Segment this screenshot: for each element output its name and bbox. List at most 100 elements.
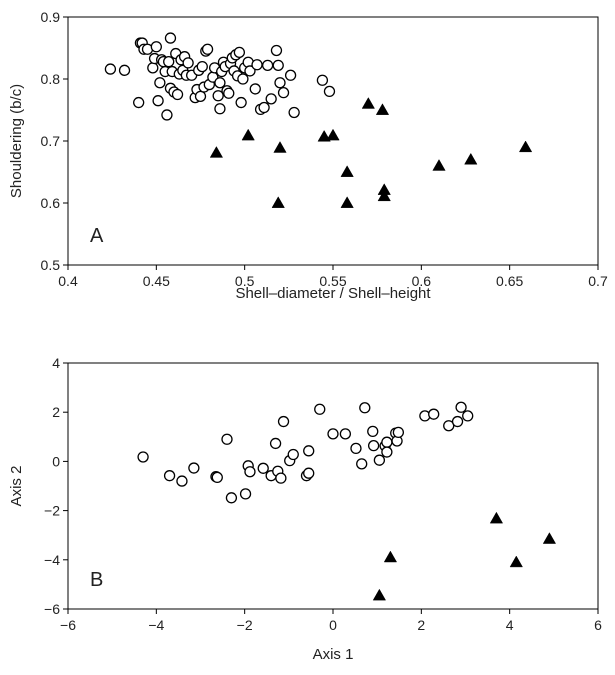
data-point-circle: [164, 32, 177, 44]
data-point-circle: [451, 415, 464, 428]
data-point-circle: [163, 470, 176, 482]
data-point-circle: [277, 415, 290, 428]
data-point-circle: [258, 101, 270, 114]
data-point-circle: [265, 93, 277, 105]
data-point-triangle: [375, 103, 390, 115]
data-point-circle: [275, 472, 287, 484]
x-tick-label: 0.5: [235, 273, 255, 289]
data-point-circle: [327, 428, 339, 440]
data-point-circle: [225, 492, 238, 504]
x-tick-label: 0.6: [412, 273, 432, 289]
data-point-circle: [152, 95, 164, 107]
data-point-circle: [239, 488, 252, 500]
data-point-circle: [251, 59, 263, 71]
y-tick-label: 0: [52, 453, 60, 469]
data-point-circle: [188, 462, 200, 474]
data-point-triangle: [518, 140, 533, 153]
panel-label: B: [90, 569, 103, 591]
data-point-circle: [176, 475, 188, 487]
data-point-circle: [323, 85, 336, 98]
series-open-circle: [104, 32, 336, 121]
data-point-circle: [367, 440, 380, 452]
x-tick-label: −6: [60, 617, 76, 633]
x-tick-label: 2: [417, 617, 425, 633]
data-point-circle: [381, 436, 393, 448]
data-point-circle: [214, 77, 226, 89]
data-point-circle: [133, 96, 145, 109]
data-point-triangle: [542, 532, 557, 544]
y-tick-label: −4: [44, 552, 60, 568]
y-tick-label: 0.7: [41, 133, 61, 149]
panel-a: 0.4 0.45 0.5 0.55 0.6 0.65 0.7 0.5 0.6 0.7 0.8 0.9 S…: [8, 9, 608, 302]
data-point-circle: [104, 63, 117, 75]
data-point-circle: [244, 65, 256, 77]
panel-b: −6 −4 −2 0 2 4 6 −6 −4 −2 0 2 4 Axis 1 Axis 2 B: [8, 355, 602, 663]
data-point-circle: [201, 43, 214, 55]
y-tick-label: 0.8: [41, 71, 61, 87]
data-point-circle: [196, 60, 208, 73]
y-axis-title: Axis 2: [8, 466, 25, 507]
x-tick-label: −4: [148, 617, 164, 633]
data-point-triangle: [383, 550, 398, 563]
data-point-circle: [288, 106, 300, 119]
y-tick-label: 0.9: [41, 9, 61, 25]
data-point-triangle: [372, 588, 387, 601]
data-point-circle: [316, 74, 329, 86]
x-tick-label: 0.7: [588, 273, 608, 289]
data-point-circle: [235, 96, 247, 109]
data-point-triangle: [464, 152, 478, 165]
data-point-circle: [194, 90, 207, 103]
data-point-circle: [359, 402, 371, 414]
data-point-circle: [171, 88, 184, 101]
data-point-circle: [303, 445, 315, 457]
x-tick-label: 0.55: [319, 273, 346, 289]
y-tick-label: −2: [44, 503, 60, 519]
plot-frame: [67, 362, 599, 610]
data-point-circle: [150, 41, 162, 53]
data-point-circle: [269, 437, 282, 450]
data-point-circle: [274, 77, 286, 89]
data-point-circle: [270, 44, 283, 57]
data-point-circle: [257, 462, 269, 474]
data-point-circle: [211, 471, 223, 484]
data-point-triangle: [361, 97, 375, 109]
x-tick-label: 6: [594, 617, 602, 633]
data-point-circle: [261, 59, 274, 72]
data-point-circle: [392, 426, 405, 439]
data-point-circle: [147, 62, 159, 74]
data-point-circle: [161, 109, 173, 121]
data-point-circle: [163, 55, 175, 68]
data-point-circle: [350, 442, 362, 455]
data-point-triangle: [340, 165, 354, 177]
data-point-circle: [277, 86, 290, 99]
x-tick-label: 0: [329, 617, 337, 633]
data-point-circle: [244, 466, 256, 478]
panel-label: A: [90, 225, 104, 247]
data-point-circle: [221, 433, 233, 445]
data-point-triangle: [209, 146, 224, 158]
data-point-circle: [237, 73, 249, 85]
x-tick-label: −2: [237, 617, 253, 633]
data-point-circle: [455, 401, 467, 413]
y-axis-title: Shouldering (b/c): [8, 84, 25, 198]
data-point-circle: [367, 425, 379, 438]
y-tick-label: 0.5: [41, 257, 61, 273]
data-point-circle: [137, 451, 149, 463]
y-tick-label: 2: [52, 404, 60, 420]
data-point-circle: [212, 90, 224, 102]
x-tick-label: 0.45: [143, 273, 170, 289]
x-tick-label: 0.65: [496, 273, 523, 289]
data-point-circle: [462, 410, 474, 422]
y-tick-label: −6: [44, 601, 60, 617]
data-point-circle: [233, 46, 246, 58]
data-point-triangle: [489, 511, 504, 524]
data-point-triangle: [273, 141, 287, 153]
x-tick-label: 0.4: [58, 273, 78, 289]
data-point-circle: [287, 448, 299, 461]
series-filled-triangle: [372, 511, 557, 601]
data-point-circle: [381, 446, 393, 458]
data-point-triangle: [509, 555, 523, 568]
data-point-circle: [154, 77, 166, 89]
